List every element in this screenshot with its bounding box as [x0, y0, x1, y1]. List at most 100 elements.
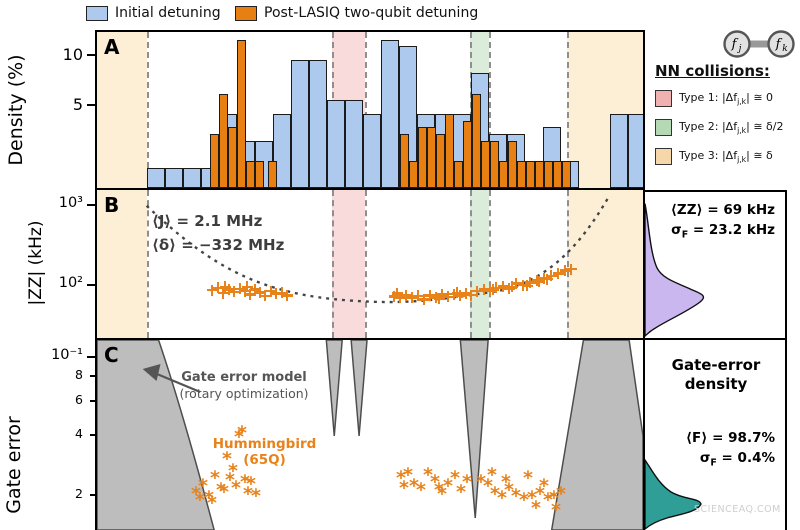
- gate-error-point: *: [487, 463, 497, 486]
- panel-a-letter: A: [104, 35, 120, 59]
- band-divider-line: [470, 190, 472, 338]
- panel-b-letter: B: [104, 193, 120, 217]
- gate-error-point: *: [434, 478, 444, 501]
- gate-error-model-layer: [97, 340, 643, 530]
- zz-data-point: [565, 263, 577, 275]
- gate-error-point: *: [551, 499, 561, 522]
- post-lasiq-bar: [237, 39, 246, 188]
- gate-error-point: *: [251, 484, 261, 507]
- mean-zz-value: ⟨ZZ⟩ = 69 kHz: [670, 202, 775, 218]
- sigma-fidelity-value: σF = 0.4%: [699, 450, 775, 469]
- zz-data-point: [510, 278, 522, 290]
- gate-error-point: *: [207, 491, 217, 514]
- type-3-swatch: [655, 148, 672, 165]
- panel-a-detuning-histogram: A: [95, 30, 645, 190]
- zz-data-point: [217, 287, 229, 299]
- post-lasiq-bar: [228, 127, 237, 188]
- band-divider-line: [365, 32, 367, 188]
- band-divider-line: [147, 190, 149, 338]
- gate-error-point: *: [409, 474, 419, 497]
- nn-type-1-row: Type 1: |Δfj,k| ≅ 0: [655, 90, 797, 107]
- zz-data-point: [448, 288, 460, 300]
- gate-error-point: *: [511, 484, 521, 507]
- post-lasiq-bar: [562, 161, 571, 188]
- post-lasiq-bar: [409, 161, 418, 188]
- watermark: SCIENCEAQ.COM: [694, 504, 781, 515]
- tick-b-1000: [87, 204, 95, 206]
- zz-data-point: [228, 286, 240, 298]
- zz-data-point: [497, 280, 509, 292]
- tick-c-0p1: [87, 356, 95, 358]
- initial-detuning-bar: [381, 39, 399, 188]
- post-lasiq-bar: [499, 161, 508, 188]
- gate-error-point: *: [222, 448, 232, 470]
- gate-error-point: *: [204, 487, 214, 510]
- gate-error-point: *: [198, 474, 208, 497]
- gate-error-point: *: [210, 467, 220, 490]
- zz-data-point: [276, 287, 288, 299]
- zz-data-point: [552, 267, 564, 279]
- qubit-j-sub: j: [737, 44, 742, 54]
- nn-collisions-title: NN collisions:: [655, 62, 770, 80]
- panel-c-points-layer: * * * * * * * * * * * * * * * * * * * * * * * * * * * * * * * * * * * * * * * *…: [97, 340, 643, 530]
- ticklabel-c-0p1: 10⁻¹: [51, 347, 83, 363]
- ticklabel-a-10: 10: [62, 45, 83, 64]
- panel-a-plot-layer: [97, 32, 643, 188]
- post-lasiq-bar: [517, 161, 526, 188]
- zz-stats: ⟨ZZ⟩ = 69 kHz σF = 23.2 kHz: [671, 200, 775, 246]
- type-1-swatch: [655, 90, 672, 107]
- gate-error-point: *: [497, 487, 507, 510]
- qubit-k-label: f: [775, 37, 783, 52]
- gate-error-point: *: [403, 463, 413, 486]
- ticklabel-c-2: 2: [75, 486, 83, 501]
- gate-error-point: *: [450, 467, 460, 490]
- ticklabel-b-100: 10²: [58, 275, 83, 291]
- initial-detuning-bar: [363, 113, 381, 188]
- gate-error-point: *: [523, 467, 533, 490]
- zz-data-point: [424, 290, 436, 301]
- panel-c-letter: C: [104, 343, 119, 367]
- initial-detuning-bar: [327, 100, 345, 188]
- gate-error-point: *: [531, 496, 541, 519]
- gate-error-point: *: [216, 478, 226, 501]
- zz-data-point: [400, 290, 412, 301]
- panel-b-ylabel: |ZZ| (kHz): [26, 220, 46, 306]
- gate-error-point: *: [243, 482, 253, 505]
- post-lasiq-bar: [210, 134, 219, 188]
- collision-band-pink: [332, 190, 365, 338]
- zz-data-point: [541, 273, 553, 285]
- post-lasiq-bar: [219, 93, 228, 188]
- post-lasiq-bar: [463, 120, 472, 188]
- zz-data-point: [490, 282, 502, 294]
- mean-fidelity-value: ⟨F⟩ = 98.7%: [685, 430, 775, 446]
- collision-band-tan: [97, 190, 147, 338]
- gate-error-point: *: [501, 470, 511, 493]
- panel-b-bands-layer: [97, 190, 643, 338]
- gate-error-point: *: [535, 482, 545, 505]
- band-divider-line: [567, 32, 569, 188]
- panel-c-ylabel: Gate error: [3, 416, 25, 514]
- zz-data-point: [418, 293, 430, 305]
- initial-detuning-bar: [147, 167, 165, 188]
- post-lasiq-bar: [553, 161, 562, 188]
- zz-data-point: [460, 288, 472, 300]
- zz-data-point: [412, 290, 424, 302]
- initial-detuning-bar: [273, 113, 291, 188]
- collision-band-green: [470, 190, 489, 338]
- gate-error-point: *: [504, 478, 514, 501]
- post-lasiq-bar: [535, 161, 544, 188]
- zz-data-point: [503, 283, 515, 295]
- band-divider-line: [365, 190, 367, 338]
- gate-error-point: *: [228, 460, 238, 483]
- panel-c-gate-error: * * * * * * * * * * * * * * * * * * * * * * * * * * * * * * * * * * * * * * * *…: [95, 340, 645, 530]
- zz-data-point: [487, 283, 499, 295]
- qubit-coupling-icon: f j f k: [723, 30, 795, 58]
- zz-data-point: [388, 290, 400, 302]
- nn-type-2-row: Type 2: |Δfj,k| ≅ δ/2: [655, 119, 797, 136]
- gate-error-point: *: [416, 478, 426, 501]
- initial-detuning-bar: [610, 113, 628, 188]
- initial-detuning-swatch: [86, 5, 108, 21]
- gate-error-point: *: [195, 489, 205, 512]
- qubit-k-sub: k: [782, 44, 787, 54]
- model-arrow-head: [142, 364, 161, 381]
